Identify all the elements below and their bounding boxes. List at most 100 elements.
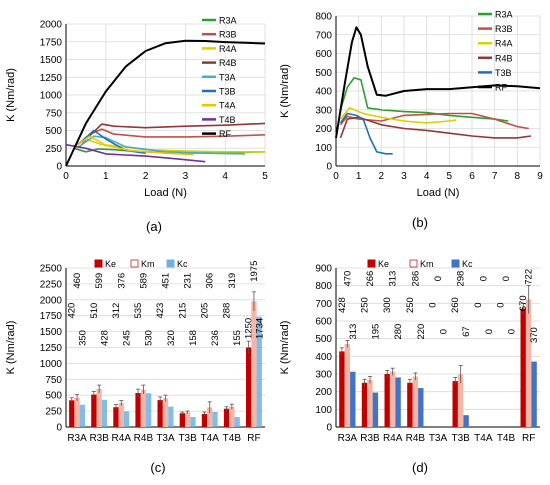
legend-label-r4b: R4B — [495, 53, 513, 63]
category-label: R3A — [67, 433, 87, 444]
y-axis-label: K (Nm/rad) — [279, 321, 291, 375]
y-tick-label: 2500 — [40, 264, 63, 275]
data-label-kc: 155 — [232, 330, 243, 346]
bar-kc-r4a — [395, 377, 401, 427]
x-tick-label: 1 — [356, 171, 362, 182]
y-tick-label: 250 — [45, 144, 62, 155]
y-axis-label: K (Nm/rad) — [5, 68, 17, 122]
y-tick-label: 400 — [315, 87, 332, 98]
legend-label-rf: RF — [219, 129, 231, 139]
legend-label-r3b: R3B — [219, 30, 237, 40]
bar-km-r3a — [344, 344, 350, 427]
data-label-kc: 195 — [370, 324, 381, 340]
category-label: R3B — [89, 433, 109, 444]
x-tick-label: 2 — [143, 171, 149, 182]
y-tick-label: 0 — [326, 423, 332, 434]
legend-label-r3a: R3A — [495, 10, 513, 20]
bar-ke-r3b — [91, 394, 97, 427]
bar-km-r3b — [96, 388, 102, 427]
bar-kc-r4a — [123, 411, 130, 427]
y-tick-label: 1750 — [40, 37, 63, 48]
legend-label-r3b: R3B — [495, 24, 513, 34]
data-label-kc: 245 — [122, 330, 133, 346]
y-tick-label: 500 — [45, 391, 62, 402]
x-axis-label: Load (N) — [417, 187, 460, 199]
panel-label-b: (b) — [412, 215, 428, 230]
chart-b: 0 100 200 300 400 500 600 700 800 0 1 2 3 4 5 6 7 8 9 K (Nm… — [279, 10, 543, 200]
bar-km-r4a — [118, 403, 124, 427]
data-label-km: 451 — [161, 273, 172, 289]
y-tick-label: 300 — [315, 105, 332, 116]
series-line-r4a — [339, 107, 457, 124]
bar-km-r4b — [412, 376, 418, 427]
bar-km-r4b — [140, 389, 146, 427]
data-label-kc: 320 — [166, 330, 177, 346]
y-tick-label: 2000 — [40, 20, 63, 31]
legend-label-r4b: R4B — [219, 58, 237, 68]
bar-km-r4a — [389, 371, 396, 427]
y-tick-label: 1000 — [40, 91, 63, 102]
data-label-ke: 428 — [337, 297, 348, 313]
data-label-km: 286 — [410, 271, 421, 287]
y-tick-label: 2250 — [40, 279, 63, 290]
y-tick-label: 0 — [326, 162, 332, 173]
y-tick-label: 500 — [315, 334, 332, 345]
y-tick-label: 1250 — [40, 73, 63, 84]
x-tick-label: 4 — [222, 171, 228, 182]
series-line-t3b — [339, 112, 393, 155]
bar-km-t3b — [457, 374, 464, 427]
legend-label-rf: RF — [495, 83, 507, 93]
legend-label-ke: Ke — [105, 259, 116, 269]
legend-label-t3b: T3B — [495, 68, 512, 78]
data-label-kc: 280 — [393, 324, 404, 340]
data-label-km: 470 — [342, 271, 353, 287]
bar-kc-rf — [256, 316, 262, 427]
category-label: RF — [522, 433, 535, 444]
category-label: T4B — [497, 433, 516, 444]
series-line-r3b — [81, 128, 266, 146]
y-tick-label: 100 — [315, 405, 332, 416]
y-tick-label: 700 — [315, 299, 332, 310]
bar-kc-r3b — [101, 399, 108, 427]
bar-km-rf — [251, 301, 257, 427]
data-label-kc: 67 — [461, 326, 472, 337]
bar-kc-rf — [531, 361, 537, 427]
data-label-ke: 260 — [450, 297, 461, 313]
data-label-ke: 535 — [133, 303, 144, 319]
y-tick-label: 800 — [315, 12, 332, 23]
category-label: T4A — [201, 433, 220, 444]
series-line-r3a — [339, 77, 509, 122]
y-tick-label: 1000 — [40, 359, 63, 370]
data-label-kc: 350 — [77, 330, 88, 346]
x-tick-label: 8 — [515, 171, 521, 182]
bar-kc-r3b — [372, 392, 379, 427]
legend-swatch — [367, 259, 376, 268]
y-tick-label: 200 — [315, 124, 332, 135]
data-label-kc: 0 — [438, 329, 449, 334]
legend-swatch — [166, 259, 175, 268]
data-label-km: 313 — [388, 271, 399, 287]
chart-a: 0 250 500 750 1000 1250 1500 1750 2000 0 1 2 3 4 5 K (N… — [5, 16, 268, 200]
y-tick-label: 2000 — [40, 295, 63, 306]
y-tick-label: 300 — [315, 370, 332, 381]
bar-km-r3a — [74, 397, 80, 427]
data-label-km: 0 — [501, 276, 512, 281]
panel-label-a: (a) — [146, 219, 162, 234]
panel-label-c: (c) — [150, 460, 165, 475]
data-label-km: 0 — [433, 276, 444, 281]
data-label-kc: 220 — [416, 324, 427, 340]
legend-label-kc: Kc — [177, 259, 188, 269]
category-label: RF — [247, 433, 260, 444]
panel-label-d: (d) — [412, 460, 428, 475]
y-tick-label: 500 — [315, 68, 332, 79]
category-label: T3A — [429, 433, 448, 444]
series-line-rf — [65, 39, 266, 167]
bar-ke-rf — [246, 347, 252, 427]
legend-swatch — [130, 259, 139, 268]
data-label-ke: 250 — [405, 297, 416, 313]
legend-label-t4a: T4A — [219, 101, 236, 111]
data-label-kc: 0 — [484, 329, 495, 334]
category-label: T4B — [223, 433, 242, 444]
y-tick-label: 600 — [315, 49, 332, 60]
bar-kc-t3b — [463, 415, 469, 427]
